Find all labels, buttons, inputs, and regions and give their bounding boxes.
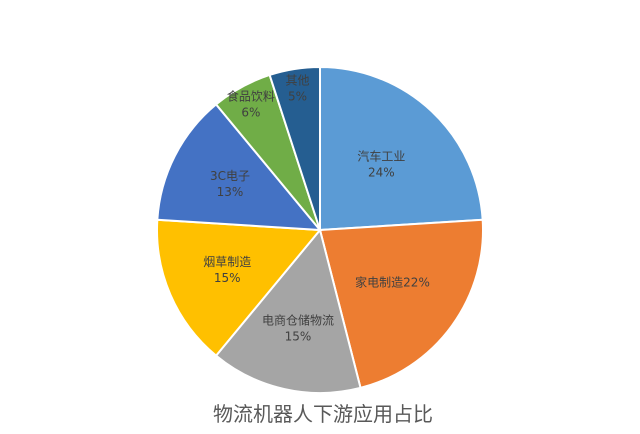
slice-label-line: 电商仓储物流 — [262, 313, 334, 328]
pie-slice-5 — [156, 102, 323, 232]
pie-slice-7 — [268, 65, 321, 231]
slice-label-4: 烟草制造 15% — [203, 255, 251, 285]
slice-label-line: 烟草制造 — [203, 255, 251, 269]
pie-slice-2 — [318, 218, 484, 390]
slice-label-line: 食品饮料 — [227, 88, 275, 103]
slice-label-6: 食品饮料 6% — [227, 88, 275, 119]
slice-label-7: 其他 5% — [286, 73, 310, 103]
slice-label-line: 13% — [217, 185, 244, 199]
chart-title: 物流机器人下游应用占比 — [213, 402, 433, 426]
slice-label-1: 汽车工业 24% — [357, 149, 405, 180]
slice-label-line: 15% — [214, 271, 241, 285]
slice-label-line: 家电制造22% — [355, 275, 430, 290]
slice-label-line: 24% — [368, 166, 395, 180]
pie-slice-3 — [214, 227, 362, 394]
slice-label-5: 3C电子 13% — [210, 169, 250, 199]
pie-slices — [156, 65, 484, 394]
pie-slice-4 — [156, 218, 323, 358]
pie-slice-1 — [319, 65, 484, 232]
slice-label-line: 15% — [285, 330, 312, 344]
slice-label-3: 电商仓储物流 15% — [262, 313, 334, 344]
slice-label-2: 家电制造22% — [355, 275, 430, 290]
slice-label-line: 3C电子 — [210, 169, 250, 183]
slice-label-line: 其他 — [286, 73, 310, 87]
pie-labels: 汽车工业 24% 家电制造22% 电商仓储物流 15% 烟草制造 15% 3C电子 13% 食品饮… — [203, 73, 430, 343]
slice-label-line: 汽车工业 — [357, 149, 405, 164]
slice-label-line: 6% — [241, 105, 260, 119]
slice-label-line: 5% — [288, 89, 307, 103]
